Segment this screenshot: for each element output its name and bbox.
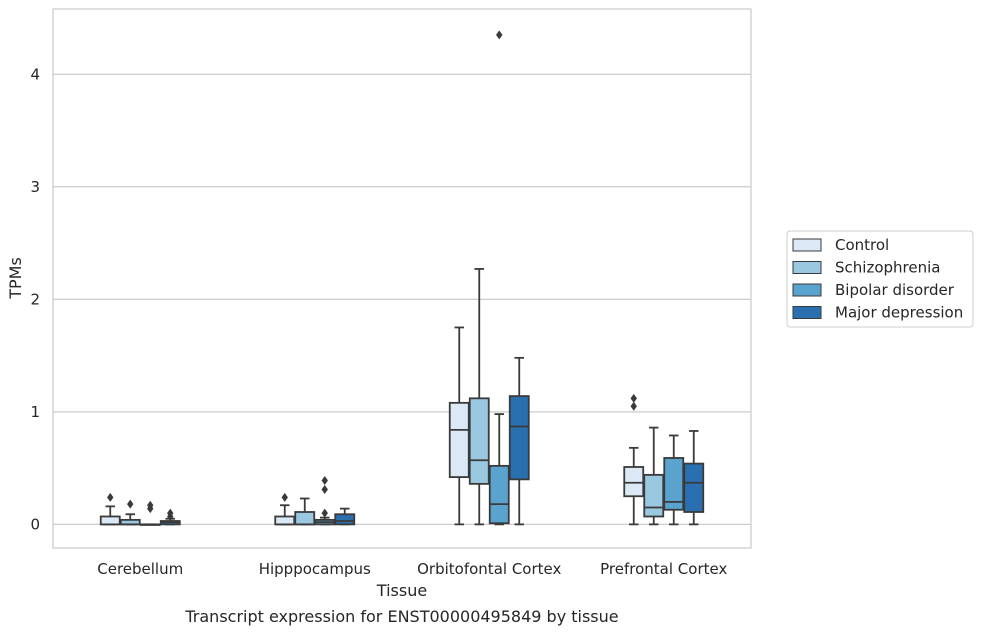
box-plot — [448, 326, 470, 526]
legend-swatch — [792, 283, 822, 297]
box-plot — [623, 393, 645, 526]
outlier-point — [321, 475, 328, 485]
box-series — [99, 30, 705, 526]
x-axis-title: Tissue — [376, 581, 427, 600]
box-plot — [119, 499, 141, 526]
box-iqr — [294, 511, 316, 526]
series-bipolar-disorder — [139, 30, 685, 526]
outlier-point — [281, 492, 288, 502]
outlier-point — [127, 499, 134, 509]
x-tick-label: Prefrontal Cortex — [600, 560, 727, 578]
outlier-point — [167, 508, 174, 518]
box-plot — [139, 500, 161, 526]
box-plot — [99, 492, 121, 526]
box-iqr — [274, 515, 296, 526]
x-tick-label: Cerebellum — [97, 560, 183, 578]
y-axis-title: TPMs — [6, 257, 25, 300]
legend-swatch — [792, 261, 822, 274]
box-iqr — [334, 513, 356, 526]
box-plot — [274, 492, 296, 526]
box-plot — [683, 430, 705, 526]
box-iqr — [663, 457, 685, 511]
gridlines — [53, 73, 751, 525]
legend-label: Schizophrenia — [835, 259, 940, 277]
box-plot — [508, 356, 530, 526]
legend-frame — [786, 230, 974, 328]
legend-swatch — [792, 306, 822, 319]
box-iqr — [448, 401, 470, 479]
legend-swatch — [792, 238, 822, 252]
legend-label: Major depression — [835, 304, 963, 322]
outlier-point — [321, 484, 328, 494]
outlier-point — [147, 500, 154, 510]
legend: Control Schizophrenia Bipolar disorder Majo… — [786, 230, 974, 328]
y-tick-label: 3 — [30, 178, 40, 196]
x-tick-label: Hipppocampus — [259, 560, 371, 578]
y-tick-label: 1 — [30, 403, 40, 421]
box-iqr — [623, 466, 645, 498]
y-tick-label: 0 — [30, 515, 40, 533]
box-iqr — [468, 397, 490, 485]
outlier-point — [630, 401, 637, 411]
legend-label: Control — [835, 236, 889, 254]
outlier-point — [107, 492, 114, 502]
box-plot — [488, 30, 510, 526]
box-iqr — [683, 462, 705, 513]
series-major-depression — [159, 356, 705, 526]
plot-frame — [52, 8, 752, 549]
outlier-point — [630, 393, 637, 403]
box-plot — [334, 507, 356, 526]
box-iqr — [643, 473, 665, 518]
chart-caption: Transcript expression for ENST0000049584… — [184, 607, 618, 626]
box-plot — [314, 475, 336, 526]
y-tick-label: 4 — [30, 65, 40, 83]
y-tick-label: 2 — [30, 290, 40, 308]
box-iqr — [508, 395, 530, 481]
series-schizophrenia — [119, 268, 665, 526]
box-plot — [159, 508, 181, 526]
box-iqr — [99, 515, 121, 526]
x-tick-label: Orbitofontal Cortex — [417, 560, 561, 578]
box-plot — [643, 426, 665, 526]
box-iqr — [488, 464, 510, 525]
y-tick-labels: 0 1 2 3 4 — [30, 65, 40, 533]
series-control — [99, 326, 645, 526]
box-plot — [468, 268, 490, 526]
outlier-point — [496, 30, 503, 40]
x-tick-labels: Cerebellum Hipppocampus Orbitofontal Corte… — [97, 560, 727, 578]
legend-label: Bipolar disorder — [835, 281, 955, 299]
box-plot — [294, 497, 316, 526]
outlier-point — [321, 508, 328, 518]
box-plot — [663, 434, 685, 526]
